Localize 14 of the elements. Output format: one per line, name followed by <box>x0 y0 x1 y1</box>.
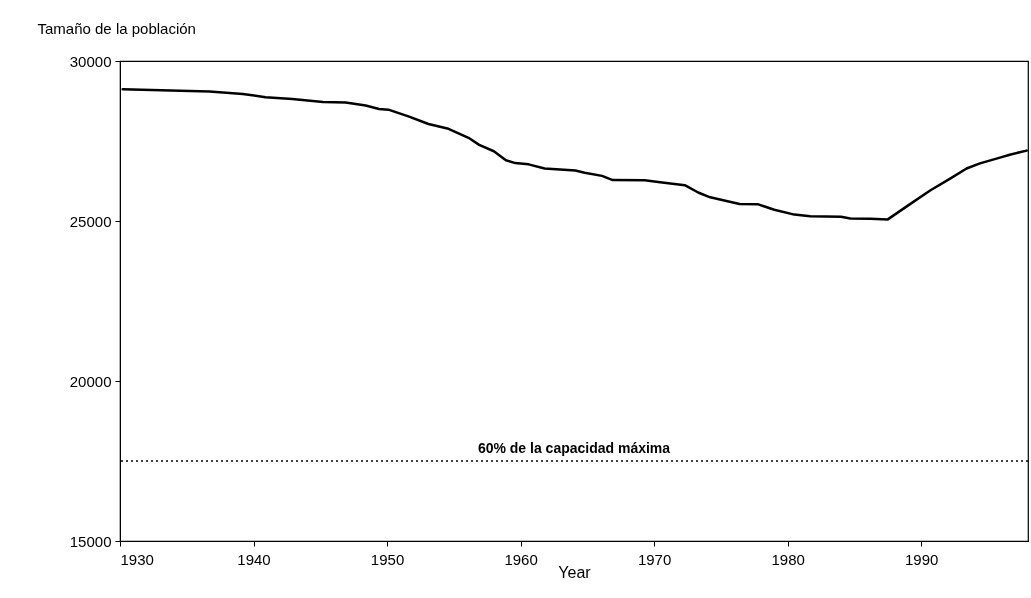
y-axis-title: Tamaño de la población <box>37 19 196 37</box>
x-tick-label: 1960 <box>504 550 538 568</box>
x-tick-label: 1930 <box>120 550 154 568</box>
ref-line-label: 60% de la capacidad máxima <box>477 440 671 456</box>
x-tick-label: 1990 <box>904 550 939 568</box>
y-tick-label: 30000 <box>69 52 112 70</box>
x-tick-label: 1980 <box>771 550 805 568</box>
y-tick-label: 20000 <box>69 372 112 390</box>
x-tick-label: 1950 <box>370 550 405 568</box>
x-tick-label: 1940 <box>237 550 271 568</box>
y-tick-label: 25000 <box>69 212 112 230</box>
y-tick-label: 15000 <box>69 532 112 550</box>
x-axis-title: Year <box>558 563 592 581</box>
x-tick-label: 1970 <box>637 550 672 568</box>
